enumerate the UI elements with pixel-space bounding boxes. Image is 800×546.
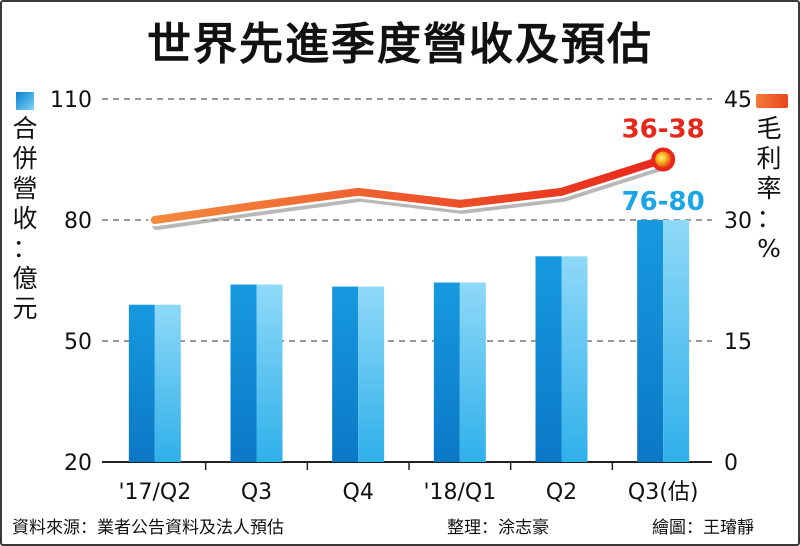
- left-axis-label-char: 元: [12, 294, 38, 323]
- x-tick-label: Q3(估): [628, 480, 698, 505]
- right-axis-label-char: 毛: [756, 114, 782, 143]
- gridlines: [102, 98, 712, 470]
- bar-face-left: [332, 286, 359, 462]
- drawer-credit: 繪圖：王璿靜: [652, 518, 754, 538]
- left-axis-label-char: 億: [12, 264, 38, 293]
- annotation-label: 36-38: [622, 115, 705, 145]
- bar-face-right: [154, 304, 181, 462]
- bar-face-left: [637, 220, 664, 462]
- bar-face-right: [358, 286, 385, 462]
- right-axis-label-char: 利: [756, 144, 782, 173]
- right-axis-label-char: 率: [756, 174, 782, 203]
- x-tick-label: '18/Q1: [423, 480, 496, 505]
- right-axis-ticks: 0 15 30 45: [724, 88, 752, 476]
- bar-series: [128, 220, 690, 462]
- line-legend-swatch: [756, 94, 788, 108]
- right-tick-label: 0: [724, 451, 738, 476]
- left-axis-label: 合併營收：億元: [10, 114, 40, 324]
- x-axis-labels: '17/Q2 Q3 Q4 '18/Q1 Q2 Q3(估): [118, 480, 698, 505]
- left-tick-label: 50: [64, 330, 92, 355]
- x-tick-label: Q4: [343, 480, 374, 505]
- line-point-highlight: [655, 151, 672, 168]
- left-axis-label-char: 合: [12, 114, 38, 143]
- left-axis-label-char: 營: [12, 174, 38, 203]
- bar-face-left: [433, 282, 460, 462]
- bar: [230, 284, 283, 462]
- editor-credit: 整理：涂志豪: [447, 518, 549, 538]
- chart-annotations: 36-38 76-80: [620, 113, 707, 220]
- right-axis-label-char: %: [757, 234, 781, 263]
- bar-face-right: [256, 284, 283, 462]
- x-tick-label: '17/Q2: [118, 480, 191, 505]
- bar: [128, 304, 181, 462]
- bar: [433, 282, 486, 462]
- bar-face-right: [561, 256, 588, 462]
- right-tick-label: 15: [724, 330, 752, 355]
- right-tick-label: 45: [724, 88, 752, 113]
- annotation-label: 76-80: [622, 187, 705, 217]
- x-tick-label: Q3: [241, 480, 272, 505]
- bar-face-left: [535, 256, 562, 462]
- line-path: [150, 155, 668, 224]
- left-tick-label: 20: [64, 451, 92, 476]
- line-series: [148, 147, 676, 230]
- bar: [332, 286, 385, 462]
- combo-chart: 20 50 80 110 0 15 30 45 '17/Q2 Q3 Q4 '18/Q1 Q2 Q3(估…: [50, 88, 752, 505]
- left-axis-label-char: 收: [12, 204, 38, 233]
- left-tick-label: 110: [50, 88, 92, 113]
- right-axis-label-char: ：: [756, 204, 782, 233]
- left-axis-label-char: 併: [12, 144, 38, 173]
- bar-face-left: [230, 284, 257, 462]
- source-note: 資料來源：業者公告資料及法人預估: [12, 518, 284, 538]
- bar: [637, 220, 690, 462]
- bar-face-right: [459, 282, 486, 462]
- chart-title: 世界先進季度營收及預估: [147, 19, 653, 70]
- bar-legend-swatch: [16, 92, 34, 110]
- left-axis-ticks: 20 50 80 110: [50, 88, 92, 476]
- right-axis-label: 毛利率：%: [754, 114, 784, 264]
- bar-face-right: [663, 220, 690, 462]
- bar-face-left: [128, 304, 155, 462]
- x-tick-label: Q2: [546, 480, 577, 505]
- right-tick-label: 30: [724, 209, 752, 234]
- bar: [535, 256, 588, 462]
- left-tick-label: 80: [64, 209, 92, 234]
- left-axis-label-char: ：: [12, 234, 38, 263]
